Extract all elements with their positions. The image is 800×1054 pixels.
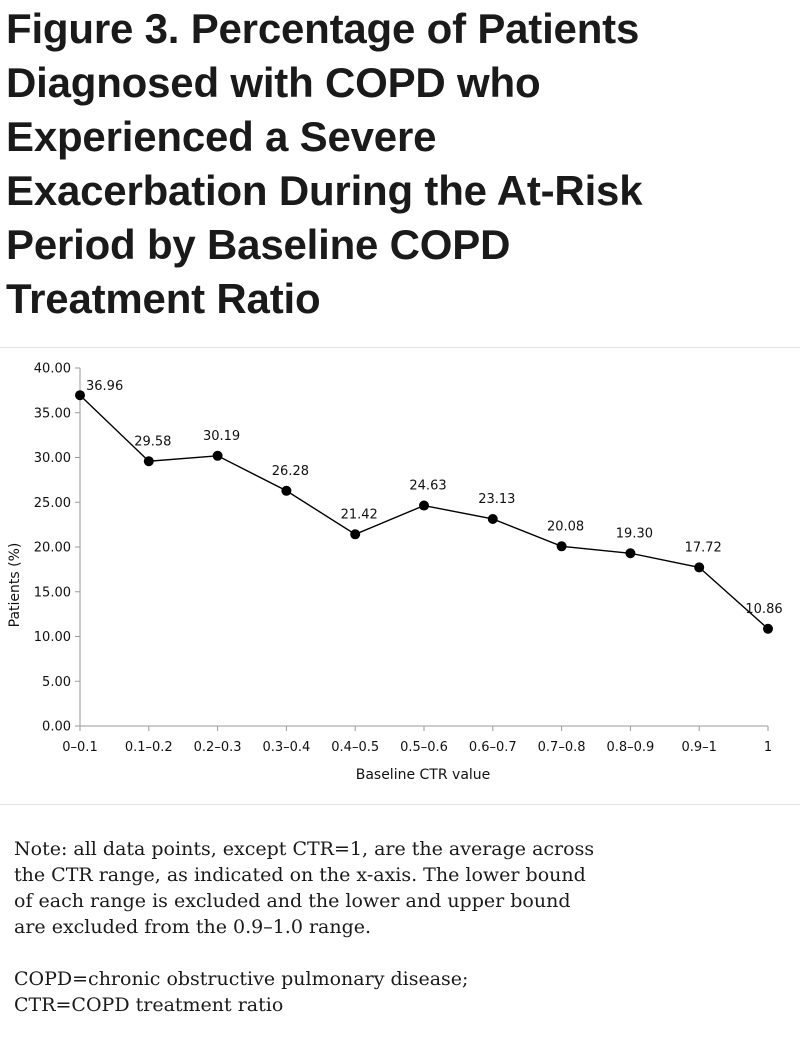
data-label: 17.72 bbox=[685, 540, 722, 555]
x-tick-label: 0.9–1 bbox=[681, 740, 716, 755]
title-line: Period by Baseline COPD bbox=[6, 221, 511, 268]
data-point bbox=[281, 485, 292, 496]
data-label: 19.30 bbox=[616, 526, 653, 541]
data-label: 10.86 bbox=[745, 602, 782, 617]
y-tick-label: 25.00 bbox=[34, 496, 71, 511]
series-polyline bbox=[79, 394, 769, 630]
data-point bbox=[350, 529, 361, 540]
title-line: Figure 3. Percentage of Patients bbox=[6, 5, 640, 52]
data-point bbox=[694, 562, 705, 573]
data-point bbox=[212, 450, 223, 461]
data-label: 24.63 bbox=[409, 479, 446, 494]
data-label: 29.58 bbox=[134, 434, 171, 449]
y-tick-label: 30.00 bbox=[34, 451, 71, 466]
data-label: 30.19 bbox=[203, 429, 240, 444]
title-line: Treatment Ratio bbox=[6, 275, 321, 322]
title-line: Exacerbation During the At-Risk bbox=[6, 167, 643, 214]
data-point bbox=[487, 513, 498, 524]
note-spacer bbox=[14, 940, 784, 966]
note-line: Note: all data points, except CTR=1, are… bbox=[14, 838, 595, 860]
y-axis-title: Patients (%) bbox=[7, 543, 23, 628]
chart-bottom-divider bbox=[0, 804, 800, 805]
y-tick-label: 35.00 bbox=[34, 406, 71, 421]
x-tick-label: 0.4–0.5 bbox=[331, 740, 379, 755]
y-tick-label: 20.00 bbox=[34, 541, 71, 556]
data-point bbox=[143, 456, 154, 467]
y-tick-label: 15.00 bbox=[34, 585, 71, 600]
figure-note: Note: all data points, except CTR=1, are… bbox=[14, 836, 784, 1018]
x-axis: 0–0.1 0.1–0.2 0.2–0.3 0.3–0.4 0.4–0.5 0.5–0.6… bbox=[62, 725, 772, 755]
chart-area: 0.00 5.00 10.00 15.00 20.00 25.00 30.00 35.00 40… bbox=[0, 352, 800, 802]
x-tick-label: 0.7–0.8 bbox=[538, 740, 586, 755]
abbreviation-line: COPD=chronic obstructive pulmonary disea… bbox=[14, 968, 469, 990]
y-tick-label: 5.00 bbox=[42, 675, 71, 690]
data-point bbox=[625, 548, 636, 559]
line-chart: 0.00 5.00 10.00 15.00 20.00 25.00 30.00 35.00 40… bbox=[7, 362, 783, 784]
data-label: 21.42 bbox=[341, 507, 378, 522]
data-label: 23.13 bbox=[478, 492, 515, 507]
data-point bbox=[419, 500, 429, 511]
y-tick-label: 0.00 bbox=[42, 720, 71, 735]
chart-top-divider bbox=[0, 347, 800, 348]
x-tick-label: 0.1–0.2 bbox=[125, 740, 173, 755]
title-line: Experienced a Severe bbox=[6, 113, 437, 160]
x-tick-label: 0.8–0.9 bbox=[606, 740, 654, 755]
data-point bbox=[556, 541, 567, 552]
figure-title: Figure 3. Percentage of Patients Diagnos… bbox=[6, 2, 786, 326]
x-tick-label: 0–0.1 bbox=[62, 740, 97, 755]
data-label: 20.08 bbox=[547, 519, 584, 534]
data-point bbox=[763, 623, 773, 634]
x-tick-label: 0.6–0.7 bbox=[469, 740, 517, 755]
note-line: of each range is excluded and the lower … bbox=[14, 890, 571, 912]
data-labels: 36.96 29.58 30.19 26.28 21.42 24.63 23.13 20.08… bbox=[86, 379, 783, 617]
data-label: 36.96 bbox=[86, 379, 123, 394]
note-line: are excluded from the 0.9–1.0 range. bbox=[14, 916, 372, 938]
y-axis: 0.00 5.00 10.00 15.00 20.00 25.00 30.00 35.00 40… bbox=[34, 362, 81, 735]
data-label: 26.28 bbox=[272, 464, 309, 479]
x-tick-label: 0.2–0.3 bbox=[194, 740, 242, 755]
note-line: the CTR range, as indicated on the x-axi… bbox=[14, 864, 586, 886]
y-tick-label: 10.00 bbox=[34, 630, 71, 645]
x-tick-label: 0.5–0.6 bbox=[400, 740, 448, 755]
abbreviation-line: CTR=COPD treatment ratio bbox=[14, 994, 284, 1016]
data-point bbox=[75, 390, 85, 401]
y-tick-label: 40.00 bbox=[34, 362, 71, 377]
x-tick-label: 0.3–0.4 bbox=[262, 740, 310, 755]
x-tick-label: 1 bbox=[764, 740, 772, 755]
title-line: Diagnosed with COPD who bbox=[6, 59, 541, 106]
series-line bbox=[75, 390, 773, 634]
x-axis-title: Baseline CTR value bbox=[356, 767, 491, 783]
